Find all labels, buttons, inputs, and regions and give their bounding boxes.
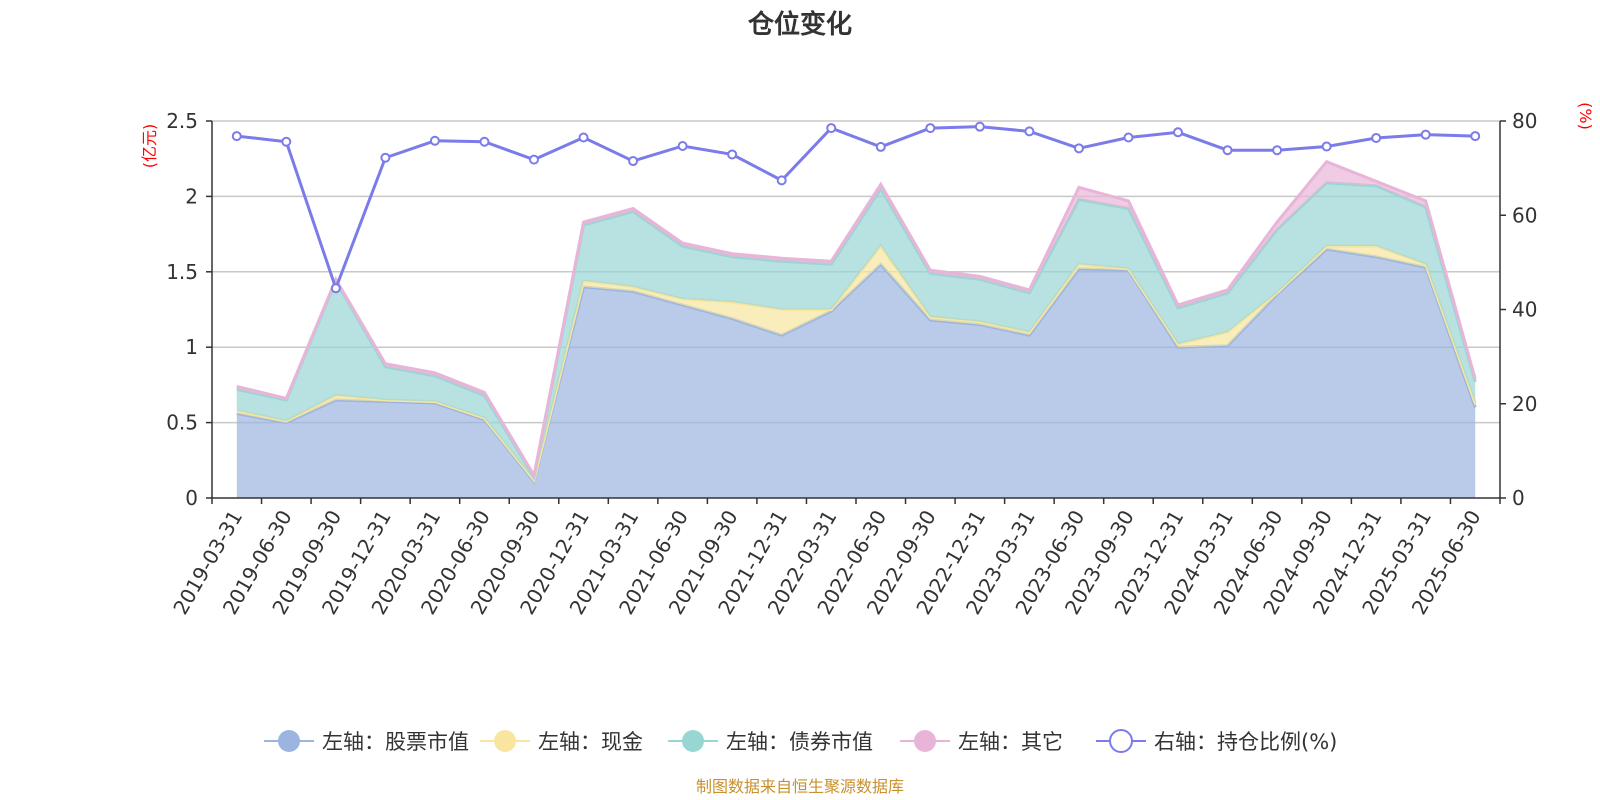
legend-label: 左轴：其它 [958,730,1063,754]
left-tick-label: 2 [185,184,198,208]
ratio-point [677,140,688,151]
area-左轴：债券市值 [236,182,1476,480]
legend-item[interactable]: 左轴：股票市值 [264,730,469,754]
left-tick-label: 2.5 [166,109,198,133]
ratio-point [1321,141,1332,152]
ratio-point [578,132,589,143]
left-axis-unit: (亿元) [140,124,159,169]
ratio-point [826,123,837,134]
ratio-point [1222,145,1233,156]
right-tick-label: 0 [1512,486,1525,510]
ratio-point [1470,131,1481,142]
ratio-point [925,123,936,134]
right-axis-unit: (%) [1576,102,1595,130]
legend-label: 左轴：债券市值 [726,730,873,754]
area-edge-左轴：其它 [236,159,1477,480]
ratio-point [727,149,738,160]
legend-item[interactable]: 左轴：其它 [900,730,1063,754]
ratio-point [628,156,639,167]
ratio-point [1073,143,1084,154]
legend[interactable]: 左轴：股票市值 左轴：现金 左轴：债券市值 左轴：其它 右轴：持仓比例(%) [264,729,1337,754]
right-tick-label: 80 [1512,109,1537,133]
legend-marker [914,730,936,752]
ratio-point [1371,132,1382,143]
legend-label: 右轴：持仓比例(%) [1154,730,1337,754]
ratio-point [231,131,242,142]
holding-ratio-line [231,121,1481,294]
left-tick-label: 0 [185,486,198,510]
ratio-point [380,152,391,163]
left-tick-label: 0.5 [166,411,198,435]
left-tick-label: 1 [185,335,198,359]
legend-label: 左轴：现金 [538,730,643,754]
ratio-point [1173,127,1183,138]
ratio-point [281,136,292,147]
footer-source: 制图数据来自恒生聚源数据库 [696,777,904,796]
legend-item[interactable]: 右轴：持仓比例(%) [1096,729,1337,754]
right-tick-label: 60 [1512,203,1537,227]
left-tick-label: 1.5 [166,260,198,284]
ratio-point [479,136,490,147]
ratio-point [974,121,985,132]
ratio-point [776,175,787,186]
ratio-point [1024,126,1035,137]
legend-marker [494,730,516,752]
legend-label: 左轴：股票市值 [322,730,469,754]
ratio-point [529,154,539,165]
right-tick-label: 40 [1512,298,1537,322]
ratio-point [1272,145,1283,156]
legend-item[interactable]: 左轴：现金 [480,730,643,754]
ratio-point [330,283,341,294]
ratio-point [1123,132,1134,143]
legend-marker [682,730,704,752]
ratio-point [429,135,440,146]
ratio-line [236,125,1476,293]
legend-item[interactable]: 左轴：债券市值 [668,730,873,754]
right-tick-label: 20 [1512,392,1537,416]
ratio-point [1420,129,1431,140]
legend-marker [278,730,300,752]
ratio-point [875,141,886,152]
chart-title: 仓位变化 [747,9,852,40]
stacked-areas [236,159,1477,498]
legend-marker [1109,729,1133,753]
